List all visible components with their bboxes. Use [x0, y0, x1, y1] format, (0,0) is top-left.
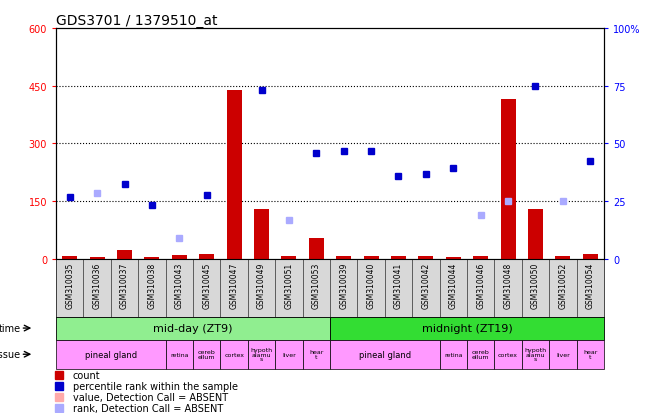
Text: GSM310039: GSM310039	[339, 262, 348, 309]
Bar	[577, 340, 604, 369]
Bar	[418, 256, 434, 259]
Bar	[555, 256, 570, 259]
Text: mid-day (ZT9): mid-day (ZT9)	[153, 323, 233, 333]
Text: GSM310040: GSM310040	[366, 262, 376, 309]
Text: hypoth
alamu
s: hypoth alamu s	[250, 347, 273, 361]
Text: GSM310036: GSM310036	[92, 262, 102, 309]
Text: value, Detection Call = ABSENT: value, Detection Call = ABSENT	[73, 392, 228, 402]
Text: GSM310037: GSM310037	[120, 262, 129, 309]
Bar	[391, 256, 406, 259]
Text: cortex: cortex	[498, 352, 518, 357]
Bar	[583, 254, 598, 259]
Bar	[528, 209, 543, 259]
Text: GSM310038: GSM310038	[147, 262, 156, 308]
Bar	[467, 340, 494, 369]
Bar	[56, 340, 166, 369]
Bar	[302, 340, 330, 369]
Text: count: count	[73, 370, 100, 380]
Text: pineal gland: pineal gland	[85, 350, 137, 359]
Bar	[172, 255, 187, 259]
Bar	[440, 340, 467, 369]
Text: GSM310054: GSM310054	[585, 262, 595, 309]
Text: GSM310048: GSM310048	[504, 262, 513, 308]
Bar	[56, 317, 330, 340]
Bar	[199, 254, 214, 259]
Text: midnight (ZT19): midnight (ZT19)	[422, 323, 512, 333]
Text: GSM310035: GSM310035	[65, 262, 75, 309]
Text: GSM310053: GSM310053	[312, 262, 321, 309]
Text: cereb
ellum: cereb ellum	[198, 349, 216, 359]
Bar	[500, 100, 515, 259]
Bar	[193, 340, 220, 369]
Bar	[254, 209, 269, 259]
Bar	[446, 257, 461, 259]
Text: tissue: tissue	[0, 349, 20, 359]
Text: GSM310051: GSM310051	[284, 262, 294, 308]
Text: GSM310049: GSM310049	[257, 262, 266, 309]
Text: retina: retina	[444, 352, 463, 357]
Bar	[473, 256, 488, 259]
Bar	[330, 317, 604, 340]
Text: time: time	[0, 323, 20, 333]
Bar	[494, 340, 521, 369]
Text: GSM310041: GSM310041	[394, 262, 403, 308]
Bar	[521, 340, 549, 369]
Bar	[309, 238, 324, 259]
Bar	[281, 256, 296, 259]
Bar	[220, 340, 248, 369]
Text: GSM310052: GSM310052	[558, 262, 568, 308]
Text: GSM310042: GSM310042	[421, 262, 430, 308]
Text: liver: liver	[556, 352, 570, 357]
Bar	[330, 340, 440, 369]
Text: retina: retina	[170, 352, 189, 357]
Text: hear
t: hear t	[583, 349, 597, 359]
Text: GDS3701 / 1379510_at: GDS3701 / 1379510_at	[56, 14, 218, 28]
Text: pineal gland: pineal gland	[359, 350, 411, 359]
Text: GSM310043: GSM310043	[175, 262, 184, 309]
Bar	[364, 256, 379, 259]
Bar	[549, 340, 577, 369]
Bar	[336, 256, 351, 259]
Bar	[248, 340, 275, 369]
Text: percentile rank within the sample: percentile rank within the sample	[73, 381, 238, 391]
Text: rank, Detection Call = ABSENT: rank, Detection Call = ABSENT	[73, 403, 223, 413]
Text: cereb
ellum: cereb ellum	[472, 349, 490, 359]
Text: hypoth
alamu
s: hypoth alamu s	[524, 347, 546, 361]
Text: hear
t: hear t	[309, 349, 323, 359]
Bar	[117, 251, 132, 259]
Text: GSM310047: GSM310047	[230, 262, 239, 309]
Bar	[62, 256, 77, 259]
Bar	[145, 258, 160, 259]
Text: GSM310045: GSM310045	[202, 262, 211, 309]
Bar	[275, 340, 302, 369]
Text: GSM310044: GSM310044	[449, 262, 458, 309]
Bar	[166, 340, 193, 369]
Text: GSM310050: GSM310050	[531, 262, 540, 309]
Text: cortex: cortex	[224, 352, 244, 357]
Bar	[90, 257, 105, 259]
Text: GSM310046: GSM310046	[476, 262, 485, 309]
Text: liver: liver	[282, 352, 296, 357]
Bar	[226, 90, 242, 259]
